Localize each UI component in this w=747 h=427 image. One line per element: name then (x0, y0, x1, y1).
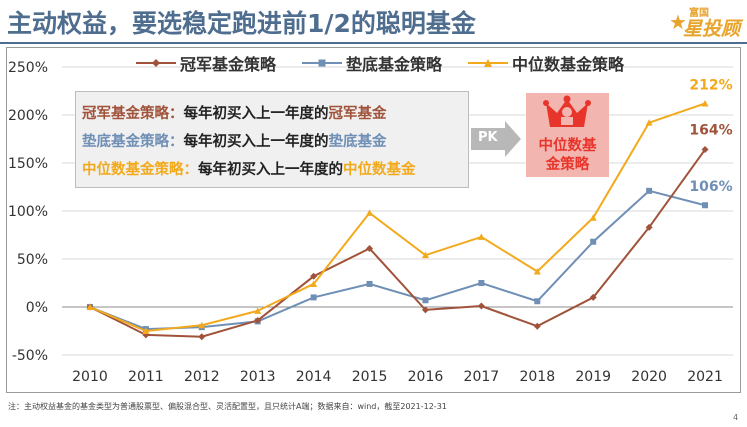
diamond-marker-icon (152, 59, 160, 67)
data-point (366, 280, 373, 287)
data-point (702, 202, 709, 209)
chart-legend: 冠军基金策略 垫底基金策略 中位数基金策略 (136, 52, 650, 74)
data-point (142, 327, 150, 334)
data-point (366, 244, 374, 252)
info-line-bottom: 垫底基金策略：每年初买入上一年度的垫底基金 (82, 134, 387, 150)
series-line (89, 148, 706, 338)
y-tick-label: 250% (8, 60, 48, 76)
data-point (589, 293, 597, 301)
chart-frame (6, 47, 741, 393)
series-line (89, 102, 706, 333)
data-point (701, 146, 709, 154)
legend-item-champion: 冠军基金策略 (136, 51, 276, 75)
y-tick-label: -50% (12, 348, 48, 364)
brand-logo: ★ 富国 星投顾 (667, 2, 742, 40)
legend-item-median: 中位数基金策略 (468, 51, 624, 75)
legend-label: 垫底基金策略 (346, 55, 443, 74)
data-point (701, 99, 709, 107)
data-point (478, 280, 485, 286)
badge-line-2: 金策略 (545, 157, 590, 173)
logo-top-text: 富国 (689, 8, 709, 19)
data-point (590, 238, 597, 245)
median-strategy-badge: 中位数基 金策略 (526, 93, 609, 177)
x-tick-label: 2020 (631, 369, 667, 385)
crown-icon (543, 95, 591, 127)
data-point (310, 294, 317, 301)
data-point (533, 322, 541, 330)
strategy-info-box: 冠军基金策略：每年初买入上一年度的冠军基金 垫底基金策略：每年初买入上一年度的垫… (75, 91, 469, 188)
y-tick-label: 0% (26, 300, 48, 316)
x-tick-label: 2012 (184, 369, 220, 385)
pk-label: PK (478, 130, 498, 145)
data-point (310, 272, 318, 280)
footnote: 注：主动权益基金的基金类型为普通股票型、偏股混合型、灵活配置型，且只统计A端；数… (8, 402, 447, 411)
legend-label: 中位数基金策略 (512, 55, 625, 74)
x-tick-label: 2018 (519, 369, 555, 385)
y-tick-label: 200% (8, 108, 48, 124)
data-point (646, 187, 653, 194)
y-tick-label: 50% (17, 252, 48, 268)
data-point (477, 302, 485, 310)
data-point (533, 267, 541, 275)
x-tick-label: 2013 (240, 369, 276, 385)
page-title: 主动权益，要选稳定跑进前1/2的聪明基金 (7, 9, 476, 38)
series-line (89, 189, 706, 331)
square-marker-icon (318, 59, 326, 67)
data-point (254, 316, 262, 324)
data-point (589, 214, 597, 221)
data-point (477, 233, 485, 240)
x-tick-label: 2011 (128, 369, 164, 385)
x-tick-label: 2021 (687, 369, 723, 385)
end-value-label: 106% (689, 179, 732, 195)
data-point (421, 251, 429, 259)
end-value-label: 164% (689, 123, 732, 139)
x-tick-label: 2019 (575, 369, 611, 385)
data-point (421, 306, 429, 314)
y-tick-label: 100% (8, 204, 48, 220)
info-line-median: 中位数基金策略：每年初买入上一年度的中位数基金 (82, 162, 416, 178)
pk-arrow-icon (471, 121, 521, 157)
data-point (366, 209, 374, 216)
legend-label: 冠军基金策略 (180, 55, 277, 74)
legend-item-bottom: 垫底基金策略 (302, 51, 442, 75)
data-point (645, 223, 653, 231)
data-point (198, 321, 206, 329)
series-layer (86, 99, 709, 341)
logo-main-text: 星投顾 (683, 18, 741, 40)
data-point (198, 333, 206, 341)
badge-line-1: 中位数基 (538, 138, 597, 154)
x-tick-label: 2016 (408, 369, 444, 385)
data-point (422, 297, 429, 304)
x-tick-label: 2015 (352, 369, 388, 385)
page-number: 4 (733, 413, 739, 422)
x-tick-label: 2017 (464, 369, 500, 385)
axis-layer: -50% 0% 50% 100% 150% 200% 250% 2010 2011 2012 201… (8, 60, 733, 385)
x-tick-label: 2014 (296, 369, 332, 385)
data-point (645, 119, 653, 126)
label-layer: 106% 164% 212% (689, 77, 732, 195)
y-tick-label: 150% (8, 156, 48, 172)
data-point (86, 303, 94, 310)
title-divider (0, 42, 747, 44)
triangle-marker-icon (484, 59, 493, 67)
end-value-label: 212% (689, 77, 732, 93)
data-point (534, 298, 541, 305)
data-point (310, 280, 318, 287)
data-point (254, 307, 262, 314)
x-tick-label: 2010 (72, 369, 108, 385)
star-icon: ★ (669, 10, 687, 34)
info-line-champion: 冠军基金策略：每年初买入上一年度的冠军基金 (82, 106, 387, 122)
